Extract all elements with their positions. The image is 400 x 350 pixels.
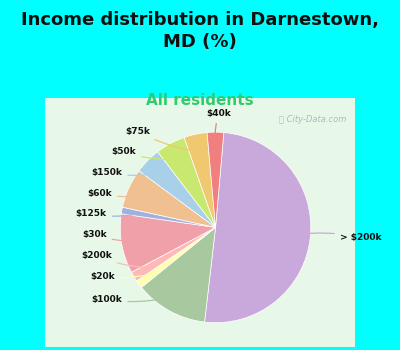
Wedge shape bbox=[132, 228, 216, 281]
Bar bbox=[45, 98, 355, 346]
Text: $75k: $75k bbox=[126, 127, 196, 151]
Wedge shape bbox=[158, 138, 216, 228]
Wedge shape bbox=[142, 228, 216, 322]
Wedge shape bbox=[137, 228, 216, 287]
Text: $40k: $40k bbox=[206, 109, 231, 147]
Text: Income distribution in Darnestown,
MD (%): Income distribution in Darnestown, MD (%… bbox=[21, 10, 379, 51]
Text: $30k: $30k bbox=[82, 230, 136, 241]
Wedge shape bbox=[122, 171, 216, 228]
Text: $50k: $50k bbox=[111, 147, 176, 159]
Text: > $200k: > $200k bbox=[296, 233, 381, 242]
Text: $60k: $60k bbox=[87, 189, 142, 198]
Wedge shape bbox=[121, 207, 216, 228]
Text: $200k: $200k bbox=[81, 251, 146, 267]
Wedge shape bbox=[204, 133, 311, 323]
Text: $100k: $100k bbox=[92, 295, 176, 304]
Wedge shape bbox=[184, 133, 216, 228]
Text: All residents: All residents bbox=[146, 93, 254, 108]
Text: $150k: $150k bbox=[92, 168, 158, 177]
Text: ⓘ City-Data.com: ⓘ City-Data.com bbox=[279, 116, 346, 124]
Wedge shape bbox=[120, 214, 216, 272]
Text: $125k: $125k bbox=[76, 209, 136, 218]
Wedge shape bbox=[139, 152, 216, 228]
Text: $20k: $20k bbox=[90, 272, 150, 281]
Wedge shape bbox=[207, 132, 224, 228]
